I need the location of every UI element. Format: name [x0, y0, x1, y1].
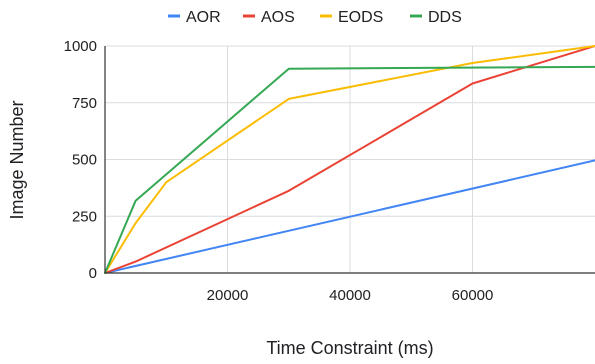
x-tick-label: 20000 — [207, 287, 249, 304]
series-line-eods — [104, 45, 595, 274]
y-tick-label: 750 — [72, 95, 97, 112]
y-tick-label: 250 — [72, 208, 97, 225]
x-tick-label: 40000 — [329, 287, 371, 304]
gridlines — [105, 45, 595, 273]
series-lines — [104, 45, 595, 274]
y-tick-label: 0 — [89, 265, 97, 282]
legend-label-aor: AOR — [186, 9, 221, 26]
legend-label-eods: EODS — [338, 9, 383, 26]
axes — [104, 46, 595, 274]
y-axis-label: Image Number — [7, 100, 27, 219]
legend-label-aos: AOS — [261, 9, 295, 26]
series-line-aor — [104, 159, 595, 274]
tick-labels: 0 250 500 750 1000 20000 40000 60000 — [64, 38, 494, 304]
x-tick-label: 60000 — [452, 287, 494, 304]
series-line-aos — [104, 45, 595, 274]
legend: AOR AOS EODS DDS — [168, 9, 462, 26]
series-line-dds — [104, 65, 595, 274]
y-tick-label: 500 — [72, 152, 97, 169]
x-axis-label: Time Constraint (ms) — [266, 338, 433, 358]
y-tick-label: 1000 — [64, 38, 97, 55]
legend-label-dds: DDS — [428, 9, 462, 26]
